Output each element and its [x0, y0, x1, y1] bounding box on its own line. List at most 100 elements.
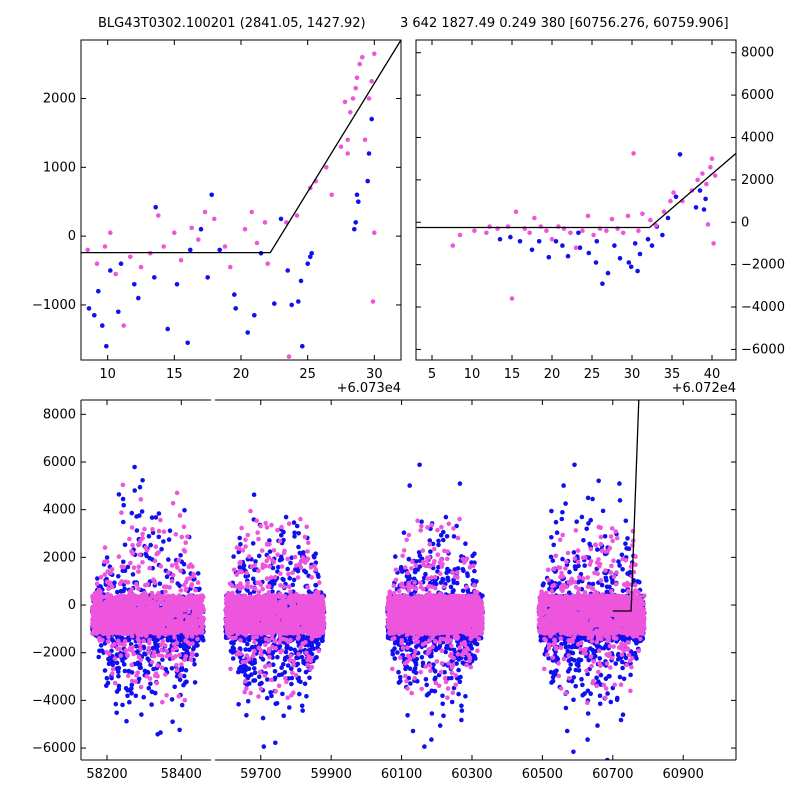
series-b-point: [370, 299, 376, 304]
series-a-point: [177, 727, 182, 733]
series-b-point: [127, 647, 133, 652]
series-b-point: [146, 630, 151, 635]
series-a-point: [296, 531, 302, 536]
series-a-point: [693, 205, 699, 210]
series-a-point: [291, 577, 297, 583]
series-b-point: [85, 247, 90, 253]
series-a-point: [116, 673, 121, 679]
series-b-point: [158, 517, 163, 523]
series-b-point: [174, 668, 180, 673]
series-b-point: [150, 527, 155, 532]
series-b-point: [121, 323, 126, 328]
series-b-point: [189, 583, 194, 589]
series-a-point: [632, 241, 638, 246]
series-b-point: [348, 110, 353, 115]
series-b-point: [296, 634, 301, 640]
series-a-point: [257, 674, 262, 679]
series-b-point: [149, 590, 155, 596]
series-b-point: [269, 677, 274, 683]
series-b-point: [159, 642, 164, 647]
series-b-point: [130, 542, 135, 548]
series-a-point: [270, 662, 276, 667]
series-b-point: [257, 669, 263, 675]
series-a-point: [237, 646, 243, 651]
series-b-point: [170, 572, 176, 578]
series-b-point: [186, 599, 191, 605]
series-b-point: [268, 575, 274, 580]
series-a-point: [172, 684, 177, 690]
series-b-point: [164, 601, 170, 607]
series-b-point: [112, 680, 118, 686]
series-b-point: [149, 609, 154, 615]
series-a-point: [245, 641, 250, 647]
series-b-point: [286, 571, 291, 577]
series-b-point: [544, 228, 549, 233]
series-b-point: [128, 560, 133, 566]
series-a-point: [365, 178, 371, 184]
series-a-point: [121, 662, 127, 667]
series-a-point: [129, 510, 135, 516]
series-b-point: [94, 630, 100, 635]
series-b-point: [138, 684, 144, 690]
series-a-point: [156, 534, 162, 540]
series-b-point: [153, 617, 158, 623]
zoom-right-y-tick-label: −4000: [741, 300, 785, 315]
series-a-point: [305, 635, 310, 641]
series-a-point: [132, 282, 137, 287]
series-b-point: [146, 650, 151, 655]
series-a-point: [229, 640, 234, 645]
series-a-point: [174, 282, 180, 287]
series-b-point: [173, 626, 179, 631]
series-a-point: [192, 662, 197, 667]
series-b-point: [179, 534, 185, 540]
series-b-point: [155, 595, 161, 601]
series-b-point: [267, 654, 272, 660]
full-lightcurve-segment-1: 59700 59900 60100 60300 60500 60700 60900: [215, 399, 737, 782]
series-a-point: [256, 553, 262, 559]
series-a-point: [236, 669, 241, 675]
series-a-point: [605, 270, 611, 276]
series-a-point: [159, 546, 164, 552]
series-b-point: [184, 586, 189, 592]
series-b-point: [366, 96, 372, 101]
series-b-point: [705, 222, 711, 227]
series-b-point: [143, 614, 149, 619]
series-a-point: [108, 268, 113, 273]
series-b-point: [190, 641, 195, 646]
series-a-point: [114, 710, 119, 716]
series-a-point: [305, 261, 311, 267]
series-b-point: [267, 564, 272, 569]
series-b-point: [145, 582, 150, 587]
series-a-point: [665, 215, 671, 221]
series-b-point: [295, 575, 301, 580]
series-b-point: [169, 618, 175, 624]
series-b-point: [135, 613, 140, 618]
series-b-point: [250, 653, 256, 659]
series-b-point: [189, 225, 194, 231]
series-b-point: [185, 534, 190, 539]
series-a-point: [86, 306, 92, 311]
series-b-point: [140, 531, 145, 537]
zoom-left-x-tick-label: 15: [166, 367, 183, 382]
series-b-point: [177, 513, 183, 518]
series-b-point: [173, 561, 179, 567]
series-b-point: [167, 585, 172, 590]
series-b-point: [114, 611, 119, 616]
series-a-point: [546, 254, 552, 260]
zoom-right-x-tick-label: 15: [504, 367, 521, 382]
series-a-point: [274, 701, 280, 706]
series-a-point: [272, 675, 278, 681]
series-b-point: [189, 634, 195, 639]
series-a-point: [116, 687, 122, 692]
series-a-point: [369, 116, 375, 122]
series-a-point: [138, 665, 143, 671]
series-a-point: [92, 313, 97, 318]
series-a-point: [270, 650, 276, 655]
series-b-point: [243, 679, 248, 684]
series-b-point: [147, 676, 153, 681]
series-b-point: [457, 232, 463, 238]
zoom-right-x-tick-label: 10: [464, 367, 481, 382]
series-a-point: [280, 576, 286, 582]
series-a-point: [560, 243, 565, 248]
zoom-right-y-tick-label: 4000: [741, 130, 774, 145]
